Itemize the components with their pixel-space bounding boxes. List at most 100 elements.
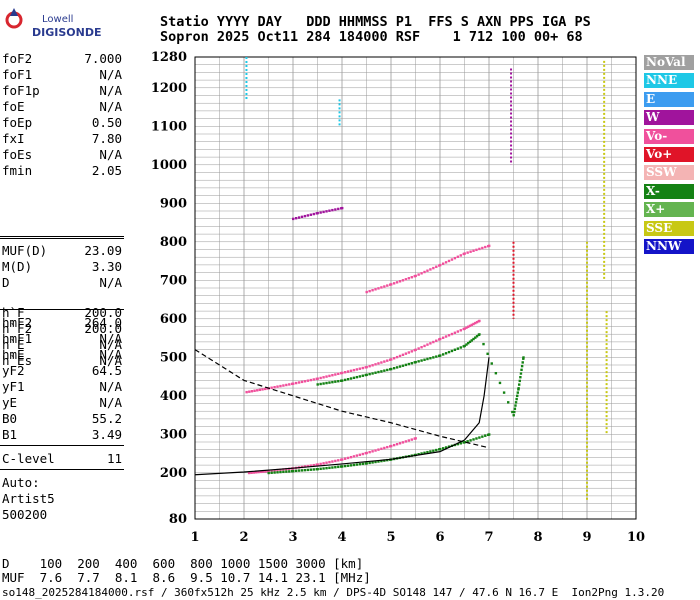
data-point-vo	[312, 378, 315, 381]
data-point-vo	[343, 371, 347, 374]
legend-item-vo: Vo-	[644, 128, 694, 144]
data-point-w	[300, 215, 304, 219]
param-key: C-level	[2, 451, 55, 466]
data-point-x	[328, 466, 331, 470]
data-point-w	[334, 208, 337, 211]
data-point-vo	[288, 383, 291, 386]
sidebar-divider	[0, 236, 124, 237]
data-point-vo	[346, 456, 350, 460]
data-point-vo	[390, 283, 393, 286]
data-point-w	[316, 211, 319, 215]
data-point-vo	[420, 272, 423, 275]
data-point-vo	[257, 470, 260, 474]
y-tick-label: 400	[160, 389, 187, 404]
data-point-vo	[435, 339, 438, 342]
param-value: 23.09	[84, 243, 122, 258]
data-point-vo	[355, 368, 359, 371]
legend-item-x: X+	[644, 202, 694, 218]
data-point-x	[392, 367, 396, 370]
plot-frame	[194, 56, 637, 520]
data-point-vo	[325, 461, 328, 464]
data-point-x	[368, 461, 371, 465]
data-point-x	[484, 434, 487, 437]
data-point-vo	[316, 463, 319, 466]
param-row-hmf2: hmF2 264.0	[2, 315, 122, 331]
param-key: fxI	[2, 131, 25, 146]
data-point-x	[488, 433, 491, 436]
data-point-vo	[247, 471, 251, 475]
data-point-x	[303, 468, 307, 472]
legend-item-ssw: SSW	[644, 165, 694, 181]
param-value: N/A	[99, 353, 122, 368]
data-point-x	[343, 378, 347, 382]
data-point-vo	[276, 385, 279, 388]
data-point-vo	[435, 265, 438, 269]
x-tick-label: 5	[386, 530, 395, 545]
data-point-vo	[404, 352, 408, 355]
data-point-x	[325, 466, 328, 470]
auto-label: Auto:	[2, 475, 40, 490]
data-point-x	[267, 471, 270, 475]
data-point-x	[512, 414, 515, 417]
legend-item-sse: SSE	[644, 220, 694, 236]
param-row-hf: h`F 200.0	[2, 305, 122, 321]
data-point-x	[285, 470, 288, 473]
data-point-x	[401, 364, 405, 367]
data-point-vo	[392, 443, 396, 447]
param-value: 3.30	[91, 259, 122, 274]
data-point-vo	[444, 261, 448, 264]
y-tick-label: 700	[160, 273, 187, 288]
data-point-x	[517, 387, 520, 390]
ionogram-chart: 8020030040050060070080090010001100120012…	[151, 50, 645, 545]
data-point-vo	[309, 378, 313, 382]
data-point-x	[474, 336, 477, 339]
data-point-vo	[248, 390, 251, 393]
data-point-vo	[250, 390, 254, 393]
param-row-he: h`E N/A	[2, 337, 122, 353]
data-point-w	[337, 207, 340, 211]
data-point-x	[420, 452, 423, 455]
param-key: B1	[2, 427, 18, 442]
data-point-vo	[398, 280, 402, 283]
param-key: h`F	[2, 305, 25, 320]
data-point-x	[439, 447, 442, 451]
profile-curve	[194, 357, 490, 476]
auto-artist: Artist5	[2, 491, 55, 506]
legend-item-nnw: NNW	[644, 239, 694, 254]
data-point-vo	[478, 247, 481, 251]
param-row-yf1: yF1 N/A	[2, 379, 122, 395]
data-point-x	[337, 380, 340, 383]
x-tick-label: 10	[627, 530, 645, 545]
data-point-x	[279, 470, 282, 474]
data-point-x	[429, 450, 432, 453]
x-tick-label: 6	[435, 530, 444, 545]
param-value: 11	[106, 451, 122, 466]
data-point-vo	[282, 384, 285, 387]
data-point-vo	[319, 462, 322, 466]
data-point-x	[514, 401, 518, 404]
param-key: hmF2	[2, 315, 33, 330]
param-value: N/A	[99, 275, 122, 290]
data-point-vo	[341, 458, 344, 461]
data-point-x	[432, 356, 435, 359]
data-point-vo	[398, 354, 402, 358]
data-point-x	[478, 333, 481, 336]
data-point-vo	[294, 381, 298, 385]
data-point-vo	[276, 468, 279, 472]
data-point-vo	[245, 390, 248, 394]
data-point-x	[426, 357, 429, 361]
data-point-vo	[358, 453, 362, 457]
data-point-vo	[380, 361, 383, 364]
data-point-vo	[450, 332, 454, 336]
y-tick-label: 200	[160, 466, 187, 481]
data-point-vo	[383, 285, 386, 288]
data-point-vo	[368, 450, 371, 454]
data-point-vo	[439, 337, 442, 341]
param-key: MUF(D)	[2, 243, 48, 258]
data-point-x	[309, 468, 313, 471]
data-point-vo	[258, 388, 262, 392]
data-point-vo	[420, 346, 423, 349]
data-point-x	[319, 467, 322, 471]
data-point-vo	[426, 343, 429, 346]
sidebar-divider	[0, 445, 124, 446]
